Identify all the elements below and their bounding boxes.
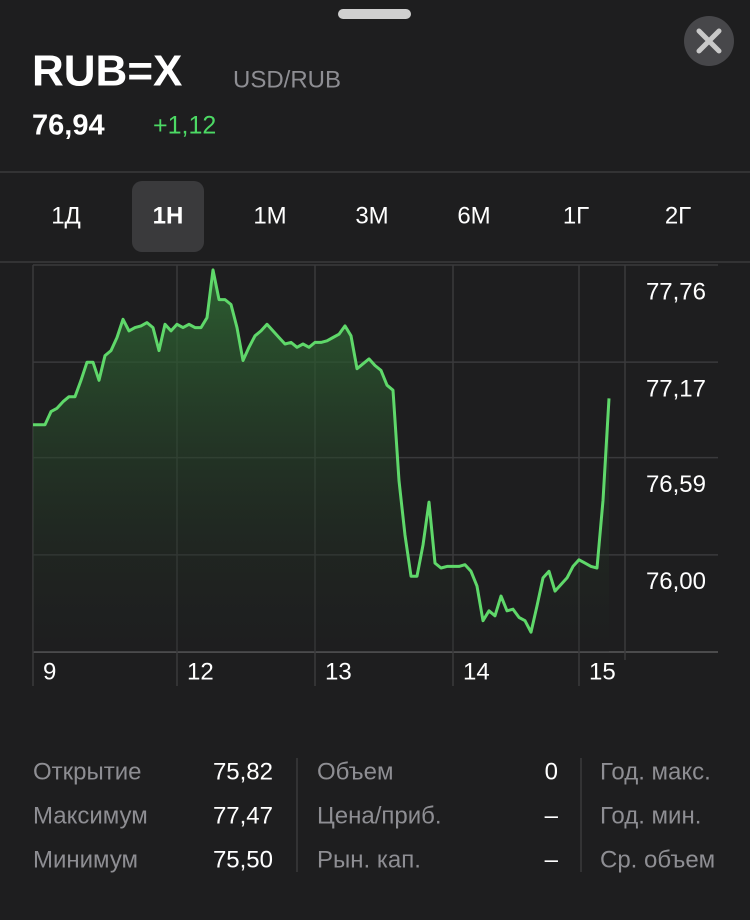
stat-label: Цена/приб.	[317, 802, 442, 829]
stat-label: Год. макс.	[600, 758, 711, 785]
tab[interactable]: 2Г	[665, 202, 691, 229]
close-icon[interactable]	[696, 28, 722, 54]
stat-label: Минимум	[33, 846, 138, 873]
close-button[interactable]	[684, 16, 734, 66]
stat-value: 75,50	[213, 846, 273, 873]
stat-label: Рын. кап.	[317, 846, 421, 873]
stat-value: 77,47	[213, 802, 273, 829]
x-tick-label: 14	[463, 658, 490, 685]
tab-selected-bg[interactable]	[132, 181, 204, 252]
stat-label: Открытие	[33, 758, 142, 785]
stat-value: 75,82	[213, 758, 273, 785]
stat-label: Ср. объем	[600, 846, 715, 873]
y-tick-label: 77,76	[646, 278, 706, 305]
stat-value: –	[545, 846, 559, 873]
pair-name: USD/RUB	[233, 66, 341, 93]
x-tick-label: 13	[325, 658, 352, 685]
tab[interactable]: 1Д	[51, 202, 81, 229]
stat-value: 0	[545, 758, 558, 785]
tab[interactable]: 1Г	[563, 202, 589, 229]
area	[33, 269, 609, 652]
symbol: RUB=X	[32, 47, 182, 96]
stat-label: Объем	[317, 758, 393, 785]
change: +1,12	[153, 112, 216, 140]
grabber[interactable]	[338, 9, 411, 19]
x-tick-label: 12	[187, 658, 214, 685]
tab[interactable]: 3М	[355, 202, 388, 229]
x-tick-label: 15	[589, 658, 616, 685]
x-tick-label: 9	[43, 658, 56, 685]
stat-label: Год. мин.	[600, 802, 701, 829]
price-line	[33, 268, 611, 634]
tab[interactable]: 1Н	[153, 202, 184, 229]
y-tick-label: 76,00	[646, 568, 706, 595]
y-tick-label: 76,59	[646, 471, 706, 498]
y-tick-label: 77,17	[646, 376, 706, 403]
stat-label: Максимум	[33, 802, 148, 829]
tab[interactable]: 1М	[253, 202, 286, 229]
price: 76,94	[32, 110, 105, 142]
tab[interactable]: 6М	[457, 202, 490, 229]
stat-value: –	[545, 802, 559, 829]
